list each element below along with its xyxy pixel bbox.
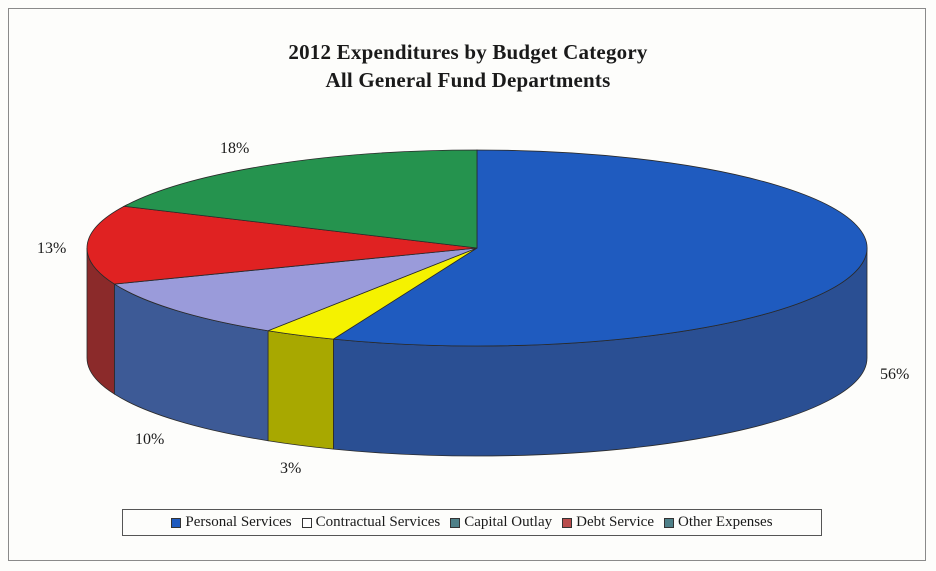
- legend-label-capital-outlay: Capital Outlay: [464, 514, 553, 530]
- label-contractual-services: 3%: [280, 460, 302, 477]
- legend-label-other-expenses: Other Expenses: [678, 514, 773, 530]
- chart-subtitle: All General Fund Departments: [325, 68, 611, 92]
- legend-swatch-capital-outlay: [450, 517, 461, 528]
- chart-title: 2012 Expenditures by Budget Category: [288, 40, 648, 64]
- legend: Personal Services Contractual Services C…: [122, 509, 822, 536]
- pie-slice-personal-services: [332, 149, 868, 347]
- pie-slice-debt-service: [86, 205, 478, 285]
- legend-label-personal-services: Personal Services: [185, 514, 292, 530]
- chart-frame: [8, 8, 926, 561]
- legend-item-personal-services: Personal Services: [171, 514, 292, 531]
- pie-slice-other-expenses: [122, 149, 478, 249]
- pie-side-contractual-services: [267, 330, 334, 450]
- legend-swatch-debt-service: [562, 517, 573, 528]
- label-capital-outlay: 10%: [135, 431, 165, 448]
- label-other-expenses: 18%: [220, 140, 250, 157]
- label-personal-services: 56%: [880, 366, 910, 383]
- legend-swatch-contractual-services: [301, 517, 312, 528]
- legend-label-contractual-services: Contractual Services: [315, 514, 441, 530]
- legend-swatch-personal-services: [171, 517, 182, 528]
- legend-item-contractual-services: Contractual Services: [301, 514, 441, 531]
- legend-swatch-other-expenses: [664, 517, 674, 528]
- legend-item-capital-outlay: Capital Outlay: [450, 514, 552, 531]
- legend-item-other-expenses: Other Expenses: [664, 514, 773, 531]
- label-debt-service: 13%: [37, 240, 67, 257]
- legend-item-debt-service: Debt Service: [562, 514, 654, 531]
- pie-slice-capital-outlay: [113, 247, 478, 332]
- pie-sides: [86, 247, 868, 457]
- legend-label-debt-service: Debt Service: [576, 514, 654, 530]
- pie-tops: [86, 149, 868, 347]
